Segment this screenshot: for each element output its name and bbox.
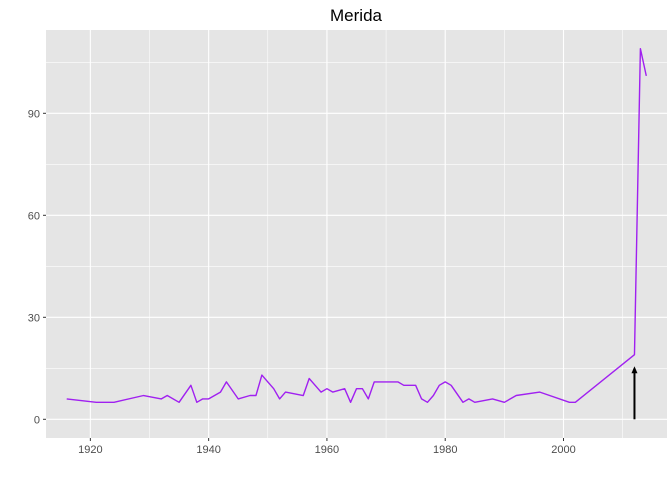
series-line	[66, 48, 647, 403]
y-tick-label: 30	[28, 312, 40, 324]
x-tick-label: 2000	[551, 444, 575, 456]
major-gridlines	[46, 30, 667, 438]
plot-panel	[46, 30, 667, 438]
x-tick-label: 1920	[78, 444, 102, 456]
y-tick-label: 0	[34, 414, 40, 426]
x-tick-label: 1960	[315, 444, 339, 456]
arrow-head	[631, 366, 638, 374]
chart-title: Merida	[330, 6, 383, 25]
y-tick-label: 90	[28, 108, 40, 120]
y-tick-label: 60	[28, 210, 40, 222]
x-tick-label: 1940	[196, 444, 220, 456]
series-layer	[66, 48, 647, 403]
axis-ticks	[43, 112, 564, 441]
x-tick-label: 1980	[433, 444, 457, 456]
tick-labels: 1920 1940 1960 1980 2000 0 30 60 90	[28, 108, 576, 456]
annotation-layer	[631, 366, 638, 420]
